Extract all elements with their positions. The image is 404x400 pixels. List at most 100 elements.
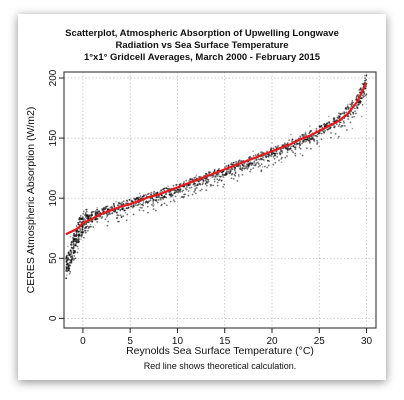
scatter-point	[142, 209, 145, 212]
scatter-point	[156, 191, 159, 194]
scatter-point	[256, 153, 259, 156]
scatter-point	[118, 202, 121, 205]
scatter-point	[224, 172, 227, 174]
scatter-point	[124, 211, 127, 214]
scatter-point	[101, 208, 103, 210]
scatter-point	[65, 268, 68, 270]
scatter-point	[213, 178, 216, 181]
scatter-point	[96, 217, 98, 220]
scatter-point	[267, 159, 269, 162]
scatter-point	[104, 208, 107, 211]
scatter-point	[142, 194, 145, 197]
scatter-point	[116, 216, 119, 219]
scatter-point	[122, 200, 125, 203]
scatter-point	[290, 149, 293, 152]
scatter-point	[204, 182, 207, 185]
scatter-point	[92, 210, 95, 213]
scatter-point	[294, 148, 297, 151]
scatter-point	[354, 110, 356, 113]
chart-title-line-1: Scatterplot, Atmospheric Absorption of U…	[65, 28, 339, 39]
x-tick-label: 10	[172, 336, 184, 347]
scatter-point	[349, 113, 352, 116]
scatter-point	[147, 211, 149, 214]
scatter-point	[194, 187, 197, 190]
scatter-point	[65, 256, 68, 259]
scatter-point	[126, 202, 129, 205]
scatter-point	[105, 216, 108, 219]
scatter-point	[340, 126, 342, 128]
scatter-point	[213, 175, 215, 178]
scatter-point	[230, 163, 232, 166]
chart-title-line-2: Radiation vs Sea Surface Temperature	[116, 40, 289, 51]
scatter-point	[312, 139, 315, 141]
scatter-point	[299, 152, 302, 155]
scatter-point	[333, 120, 336, 122]
scatter-point	[267, 155, 269, 158]
scatter-point	[94, 210, 97, 213]
scatter-point	[273, 154, 276, 157]
scatter-point	[193, 190, 196, 193]
scatter-point	[257, 165, 260, 168]
scatter-point	[267, 164, 270, 167]
scatter-point	[106, 224, 109, 227]
scatter-point	[119, 209, 122, 212]
scatter-point	[257, 158, 260, 161]
scatter-point	[213, 180, 216, 183]
scatter-point	[336, 116, 339, 119]
scatter-point	[194, 176, 197, 179]
scatter-point	[72, 257, 75, 260]
scatter-point	[91, 214, 94, 217]
scatter-point	[139, 203, 142, 205]
scatter-point	[69, 270, 72, 273]
scatter-point	[68, 269, 70, 272]
scatter-point	[314, 134, 317, 137]
scatter-point	[318, 125, 321, 127]
scatter-point	[212, 184, 215, 187]
scatter-point	[174, 189, 177, 192]
scatter-point	[222, 185, 225, 188]
scatter-point	[280, 161, 283, 163]
scatter-point	[79, 230, 82, 232]
scatter-point	[337, 135, 340, 138]
scatter-point	[272, 163, 275, 166]
scatter-point	[65, 277, 68, 280]
scatter-point	[209, 171, 212, 174]
scatter-point	[161, 194, 163, 197]
scatter-point	[299, 135, 302, 138]
scatter-point	[213, 169, 216, 171]
scatter-point	[332, 118, 335, 121]
scatter-point	[187, 190, 190, 192]
scatter-point	[76, 245, 79, 248]
scatter-point	[153, 190, 156, 193]
scatter-point	[343, 112, 345, 115]
scatter-point	[205, 177, 208, 180]
scatter-point	[288, 139, 291, 142]
scatter-point	[80, 238, 82, 240]
scatter-point	[77, 223, 80, 226]
scatter-point	[272, 147, 275, 150]
scatter-point	[202, 182, 204, 184]
scatter-point	[160, 189, 163, 192]
scatter-point	[83, 223, 86, 226]
scatter-point	[78, 219, 80, 221]
scatter-point	[188, 186, 191, 189]
scatter-point	[361, 97, 363, 100]
scatter-point	[107, 208, 109, 210]
scatter-point	[238, 175, 240, 178]
scatter-point	[318, 132, 321, 135]
scatter-point	[187, 194, 190, 197]
scatter-point	[243, 164, 245, 166]
scatter-point	[80, 217, 83, 220]
scatter-point	[145, 200, 147, 203]
scatter-point	[274, 161, 277, 164]
scatter-point	[324, 130, 326, 132]
y-tick-label: 50	[48, 252, 59, 264]
scatter-point	[139, 206, 142, 209]
scatter-point	[116, 214, 119, 216]
y-axis: 0 50 100 150 200	[48, 69, 64, 321]
scatter-point	[79, 228, 82, 230]
scatter-point	[347, 115, 350, 118]
scatter-point	[233, 173, 236, 176]
x-tick-label: 15	[219, 336, 231, 347]
scatter-point	[351, 99, 354, 102]
